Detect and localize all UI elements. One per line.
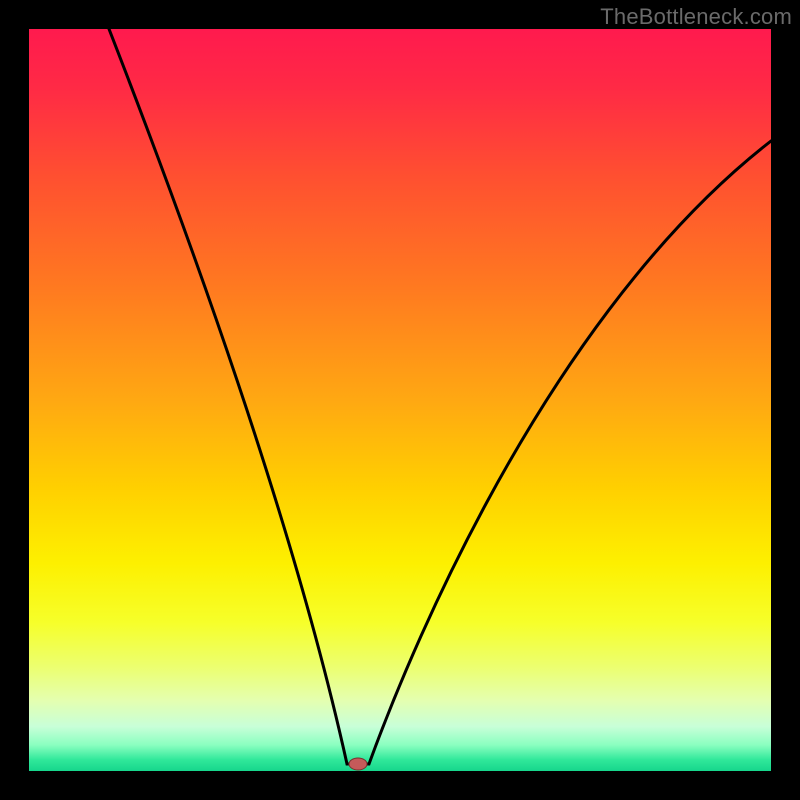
watermark-text: TheBottleneck.com	[600, 4, 792, 30]
plot-area	[29, 29, 771, 771]
optimal-point-marker	[349, 758, 367, 770]
chart-container: TheBottleneck.com	[0, 0, 800, 800]
plot-svg	[29, 29, 771, 771]
gradient-background	[29, 29, 771, 771]
